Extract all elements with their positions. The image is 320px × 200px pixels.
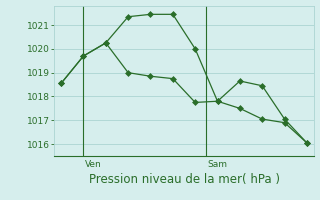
X-axis label: Pression niveau de la mer( hPa ): Pression niveau de la mer( hPa ) [89,173,279,186]
Text: Ven: Ven [84,160,101,169]
Text: Sam: Sam [207,160,228,169]
